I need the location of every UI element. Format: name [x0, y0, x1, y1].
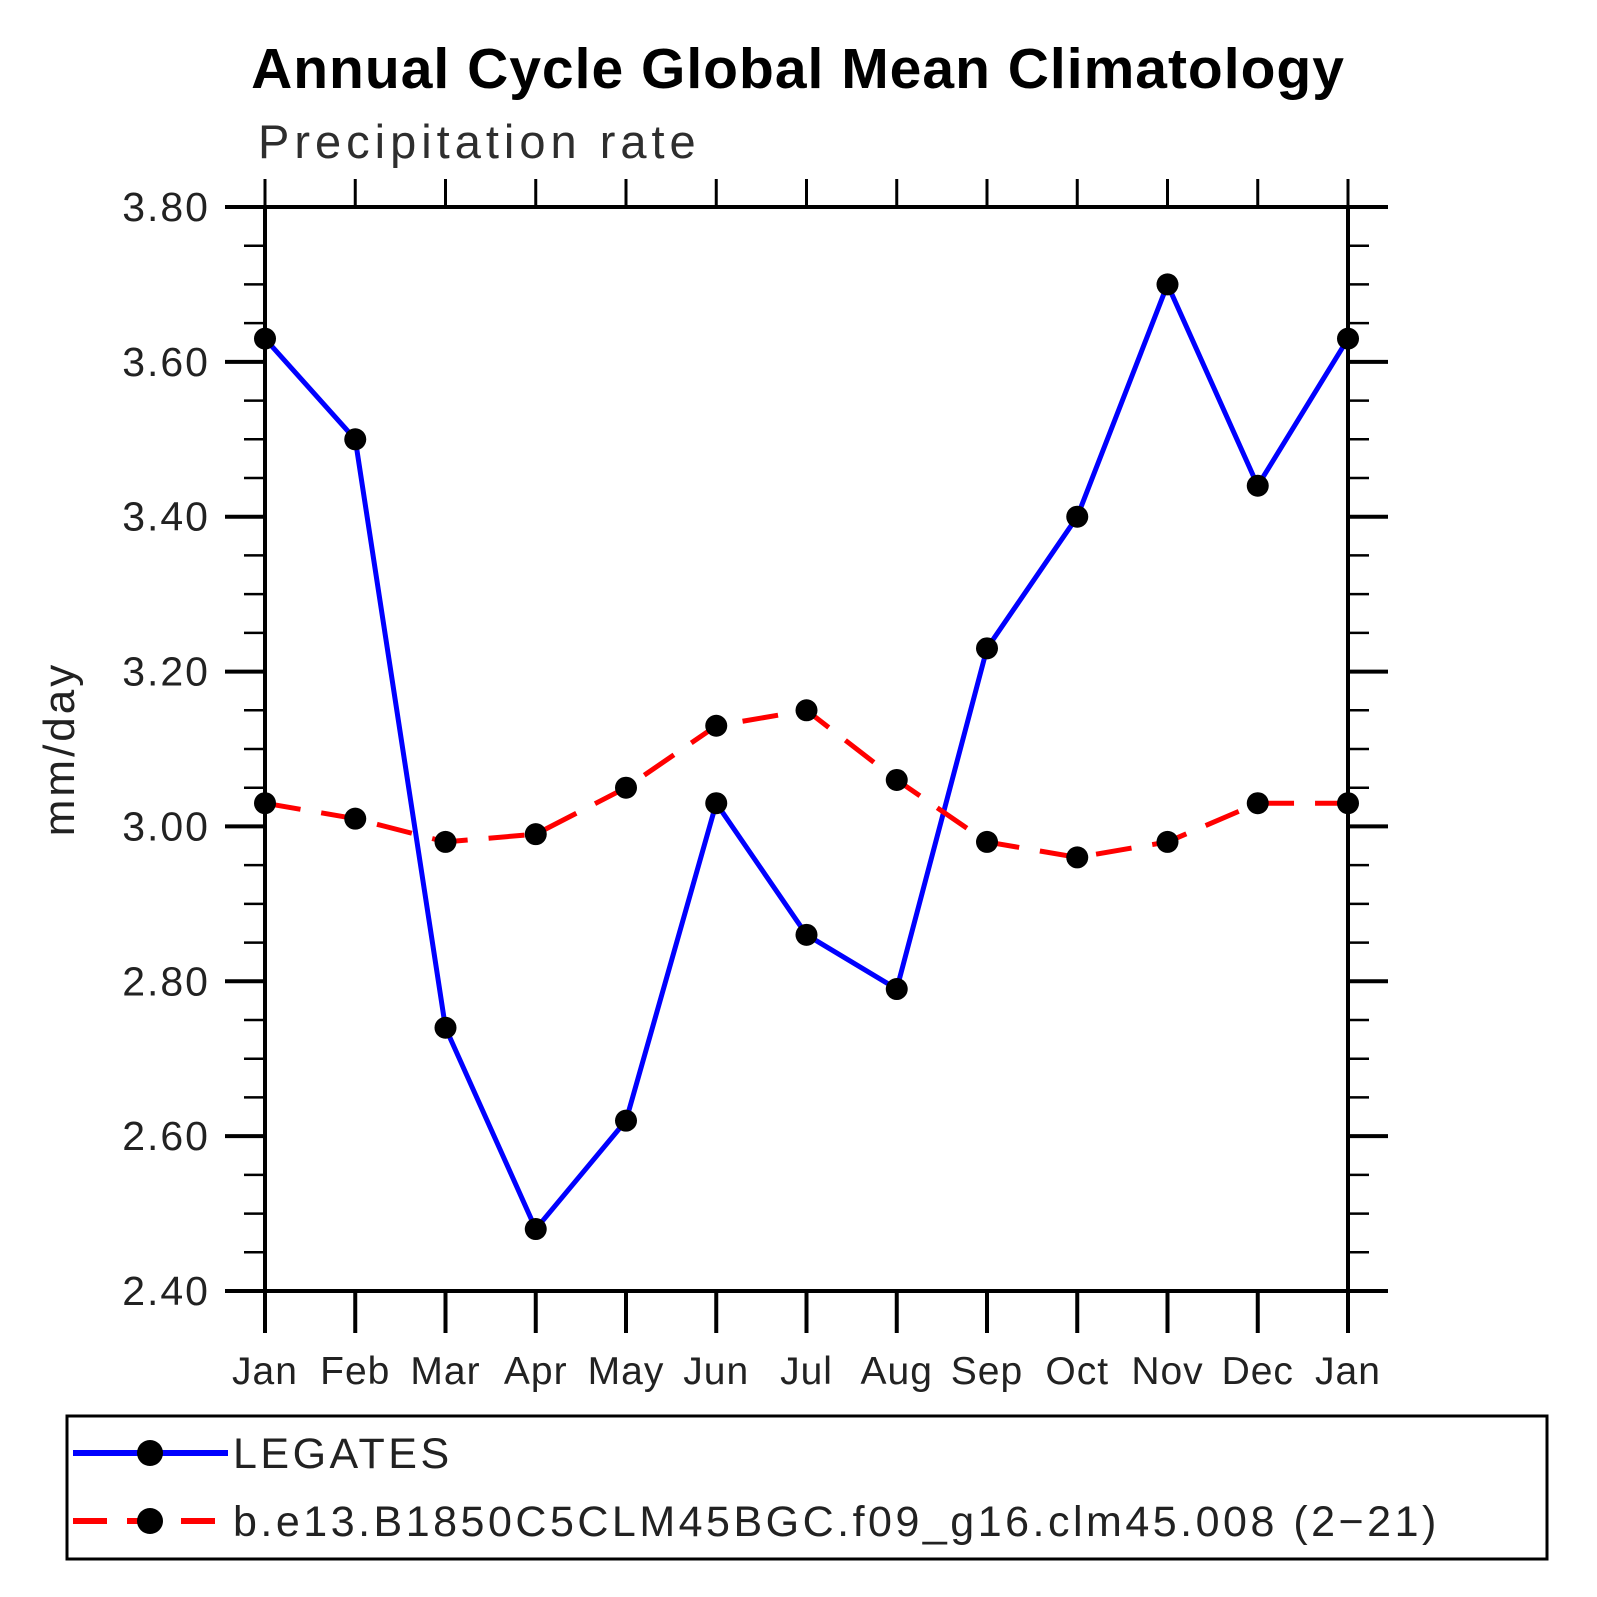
- data-point: [1066, 846, 1089, 869]
- data-point: [434, 830, 457, 853]
- x-tick-label: Aug: [861, 1350, 933, 1393]
- data-point: [344, 428, 367, 451]
- x-tick-label: Oct: [1045, 1350, 1109, 1393]
- x-tick-label: Jun: [683, 1350, 749, 1393]
- x-tick-label: May: [588, 1350, 665, 1393]
- data-point: [344, 807, 367, 830]
- data-point: [705, 792, 728, 815]
- y-tick-label: 3.20: [122, 649, 210, 695]
- data-point: [1246, 792, 1269, 815]
- x-tick-label: Jul: [780, 1350, 833, 1393]
- y-tick-label: 3.80: [122, 184, 210, 230]
- series-line: [264, 707, 1348, 860]
- x-tick-label: Nov: [1131, 1350, 1203, 1393]
- x-tick-label: Sep: [951, 1350, 1023, 1393]
- data-point: [885, 768, 908, 791]
- series-line: [263, 281, 1351, 1232]
- series-legates: [254, 273, 1359, 1241]
- y-tick-label: 2.80: [122, 958, 210, 1004]
- y-axis-label: mm/day: [35, 662, 84, 836]
- y-tick-label: 3.40: [122, 494, 210, 540]
- data-point: [976, 637, 998, 660]
- data-point: [795, 923, 818, 946]
- data-point: [1337, 792, 1359, 815]
- series-model: [254, 699, 1359, 869]
- data-point: [524, 1218, 547, 1241]
- y-tick-labels: 2.40 2.60 2.80 3.00 3.20 3.40 3.60 3.80: [122, 184, 210, 1314]
- data-point: [524, 823, 547, 846]
- series-layer: [254, 273, 1359, 1241]
- data-point: [976, 830, 998, 853]
- y-tick-label: 3.00: [122, 803, 210, 849]
- legend-label-legates: LEGATES: [233, 1430, 453, 1478]
- data-point: [705, 714, 728, 737]
- data-point: [885, 978, 908, 1001]
- x-tick-label: Mar: [410, 1350, 480, 1393]
- x-tick-label: Jan: [232, 1350, 298, 1393]
- legend-label-model: b.e13.B1850C5CLM45BGC.f09_g16.clm45.008 …: [233, 1498, 1440, 1546]
- legend-box: [65, 1414, 1549, 1561]
- data-point: [1156, 830, 1179, 853]
- data-point: [1246, 474, 1269, 497]
- data-point: [615, 1109, 637, 1132]
- chart-subtitle: Precipitation rate: [258, 115, 701, 168]
- data-point: [1337, 327, 1359, 350]
- data-point: [1156, 273, 1179, 296]
- page-title: Annual Cycle Global Mean Climatology: [251, 37, 1345, 101]
- data-point: [254, 327, 276, 350]
- x-tick-label: Dec: [1222, 1350, 1294, 1393]
- x-tick-label: Feb: [320, 1350, 390, 1393]
- axes: [225, 179, 1388, 1333]
- y-tick-label: 3.60: [122, 339, 210, 385]
- legend-marker-legates: [137, 1440, 163, 1466]
- x-tick-label: Apr: [504, 1350, 568, 1393]
- x-tick-labels: Jan Feb Mar Apr May Jun Jul Aug Sep Oct Nov Dec Jan: [232, 1350, 1381, 1393]
- x-tick-label: Jan: [1315, 1350, 1381, 1393]
- data-point: [1066, 505, 1089, 528]
- data-point: [615, 776, 637, 799]
- y-tick-label: 2.40: [122, 1268, 210, 1314]
- plot-frame: [263, 205, 1350, 1293]
- legend: LEGATES b.e13.B1850C5CLM45BGC.f09_g16.cl…: [65, 1414, 1549, 1561]
- data-point: [434, 1016, 457, 1039]
- data-point: [254, 792, 276, 815]
- data-point: [795, 699, 818, 722]
- y-tick-label: 2.60: [122, 1113, 210, 1159]
- legend-marker-model: [137, 1508, 163, 1534]
